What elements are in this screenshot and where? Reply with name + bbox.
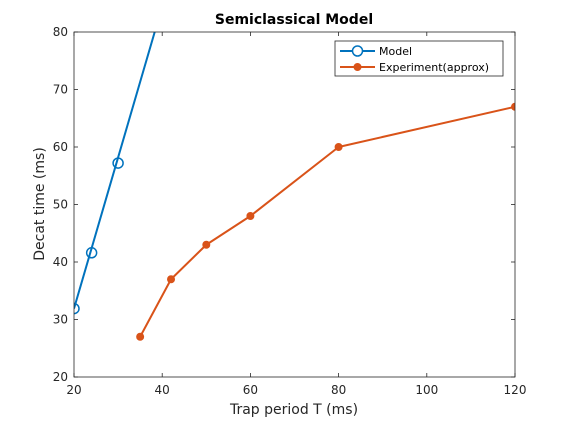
series-line-0 [74,32,156,309]
data-point [167,275,176,284]
axes-layer: 20 40 60 80 100 120 20 30 40 50 60 70 80 [53,25,527,397]
x-axis-label: Trap period T (ms) [229,402,358,418]
x-tick-label: 40 [155,383,170,397]
data-point [511,102,515,111]
y-axis-label: Decat time (ms) [32,147,48,261]
x-tick-label: 20 [66,383,81,397]
y-tick-label: 60 [53,140,68,154]
y-tick-label: 20 [53,370,68,384]
legend-marker-0 [351,45,364,57]
y-tick-label: 30 [53,313,68,327]
chart-title: Semiclassical Model [215,12,373,28]
x-tick-label: 80 [331,383,346,397]
data-point [85,247,98,259]
data-point [112,157,124,169]
plot-area [74,32,515,377]
x-tick-label: 60 [243,383,258,397]
data-point [136,332,145,341]
x-tick-label: 120 [504,383,527,397]
x-tick-label: 100 [415,383,438,397]
series-layer [74,32,515,341]
series-1 [136,102,515,341]
legend-label-1: Experiment(approx) [379,61,489,74]
data-point [74,302,80,315]
y-tick-label: 70 [53,83,68,97]
legend-box [334,40,504,77]
legend-label-0: Model [379,45,412,58]
data-point [202,240,211,249]
data-point [334,143,343,151]
data-point [246,212,255,220]
legend: Model Experiment(approx) [334,40,504,77]
y-tick-label: 50 [53,198,68,212]
series-line-1 [139,105,515,338]
legend-marker-1 [353,63,362,71]
y-tick-label: 80 [53,25,68,39]
y-tick-label: 40 [53,255,68,269]
series-0 [74,32,156,315]
